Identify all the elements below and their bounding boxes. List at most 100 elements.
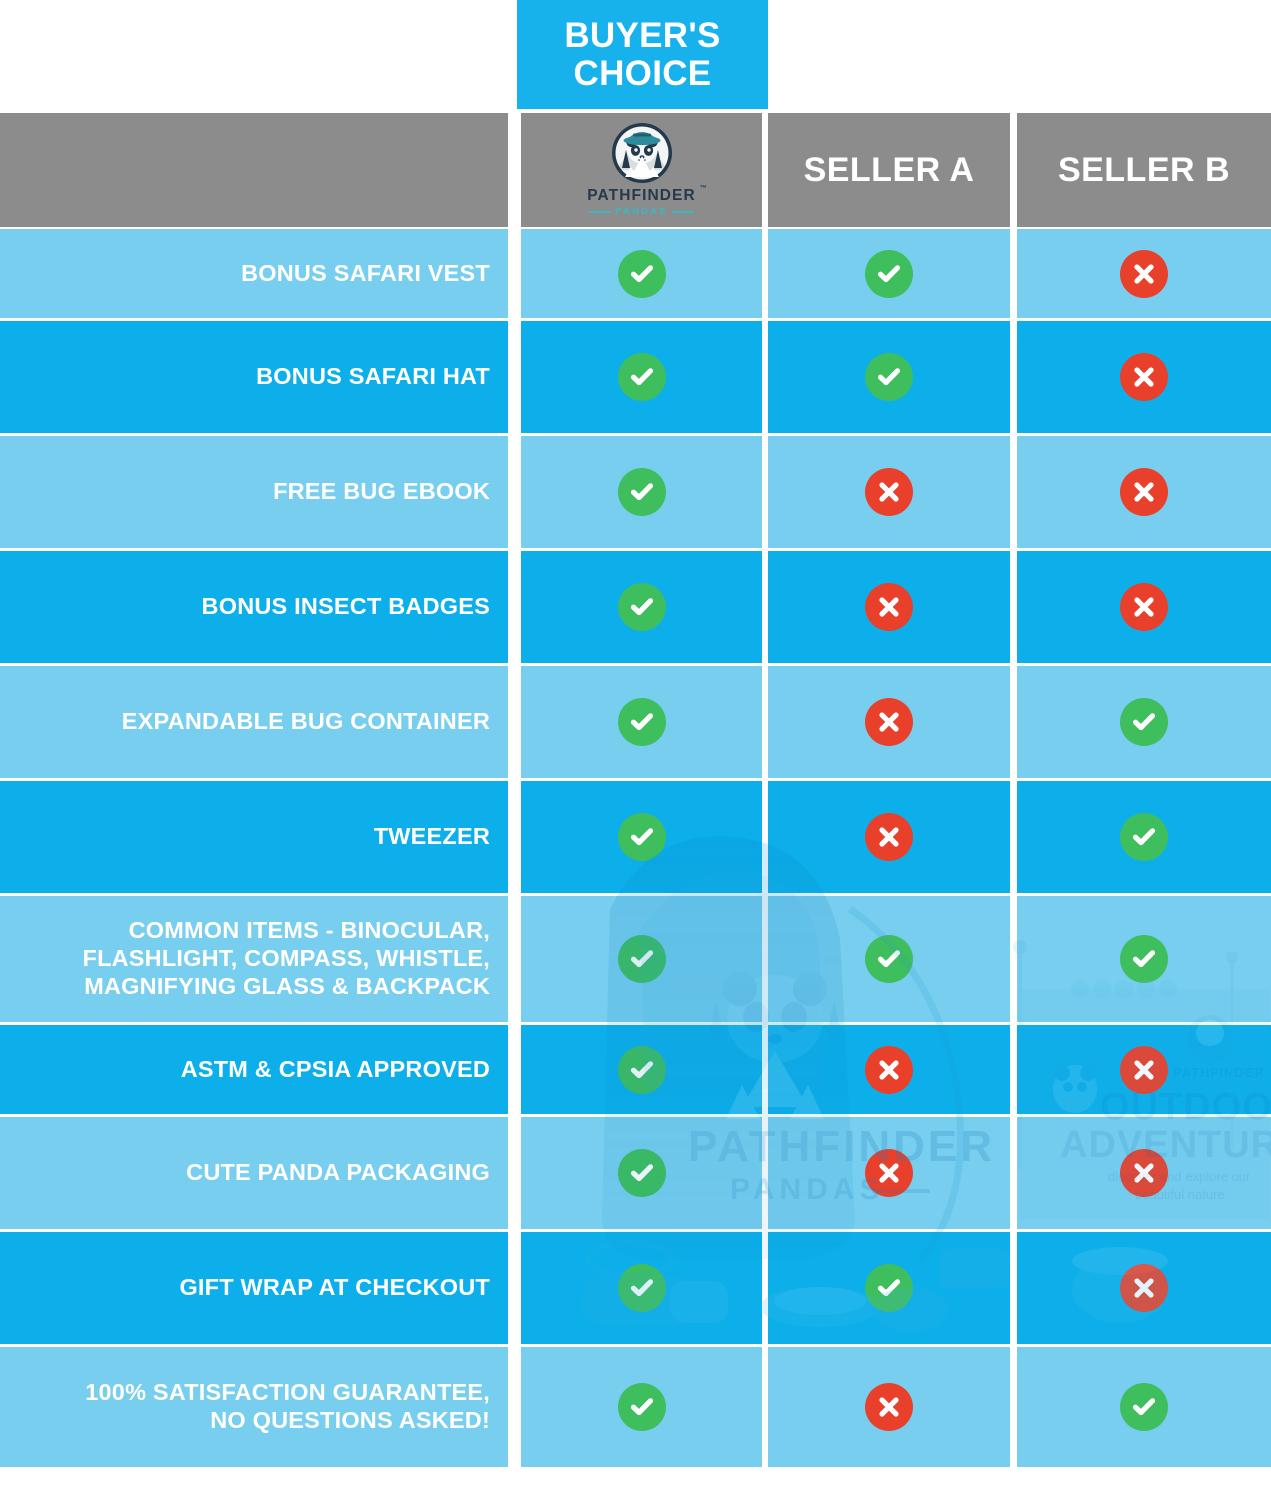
seller-a-label: SELLER A xyxy=(803,150,975,189)
column-gap xyxy=(1010,1025,1017,1114)
column-gap xyxy=(1010,666,1017,778)
feature-label-cell: CUTE PANDA PACKAGING xyxy=(0,1117,508,1229)
brand-status-cell xyxy=(521,1232,762,1344)
seller-b-status-cell xyxy=(1017,1025,1271,1114)
seller-b-status-cell xyxy=(1017,896,1271,1022)
column-gap xyxy=(508,436,521,548)
check-circle-icon xyxy=(1120,813,1168,861)
column-gap xyxy=(508,551,521,663)
feature-label-cell: COMMON ITEMS - BINOCULAR, FLASHLIGHT, CO… xyxy=(0,896,508,1022)
column-gap xyxy=(762,321,768,433)
header-cell-seller-a: SELLER A xyxy=(768,113,1010,227)
seller-a-status-cell xyxy=(768,1232,1010,1344)
check-circle-icon xyxy=(617,468,666,516)
check-circle-icon xyxy=(617,1045,666,1094)
column-gap xyxy=(1010,781,1017,893)
brand-status-cell xyxy=(521,551,762,663)
cross-circle-icon xyxy=(865,698,913,746)
column-gap xyxy=(1010,436,1017,548)
feature-label: 100% SATISFACTION GUARANTEE, NO QUESTION… xyxy=(85,1379,490,1433)
check-circle-icon xyxy=(617,353,666,401)
check-circle-icon xyxy=(617,698,666,746)
check-circle-icon xyxy=(1120,935,1168,983)
panda-badge-icon xyxy=(609,120,675,186)
header-cell-blank xyxy=(0,113,508,227)
feature-label: BONUS INSECT BADGES xyxy=(201,593,490,620)
check-circle-icon xyxy=(617,813,666,861)
feature-label: CUTE PANDA PACKAGING xyxy=(186,1159,490,1186)
column-gap xyxy=(508,1232,521,1344)
feature-label-cell: FREE BUG EBOOK xyxy=(0,436,508,548)
column-gap xyxy=(508,1347,521,1467)
feature-label: FREE BUG EBOOK xyxy=(273,478,490,505)
trademark-symbol: ™ xyxy=(699,184,707,192)
table-row: GIFT WRAP AT CHECKOUT xyxy=(0,1232,1271,1344)
check-circle-icon xyxy=(865,935,913,983)
brand-wordmark-text: PATHFINDER xyxy=(587,186,696,204)
check-circle-icon xyxy=(865,353,913,401)
rule-left-icon xyxy=(589,210,612,213)
cross-circle-icon xyxy=(865,1383,913,1431)
check-circle-icon xyxy=(865,249,913,298)
table-row: BONUS SAFARI HAT xyxy=(0,321,1271,433)
column-gap xyxy=(508,1117,521,1229)
brand-status-cell xyxy=(521,1347,762,1467)
table-row: COMMON ITEMS - BINOCULAR, FLASHLIGHT, CO… xyxy=(0,896,1271,1022)
brand-subtitle-wrap: PANDAS xyxy=(589,207,694,217)
row-divider xyxy=(0,548,1271,551)
cross-circle-icon xyxy=(1120,1045,1168,1094)
seller-b-status-cell xyxy=(1017,436,1271,548)
table-body: PATHFINDER PANDAS PATHFINDER OUTDOOR xyxy=(0,229,1271,1500)
check-circle-icon xyxy=(1120,1383,1168,1431)
seller-b-status-cell xyxy=(1017,781,1271,893)
feature-label: TWEEZER xyxy=(373,823,490,850)
seller-a-status-cell xyxy=(768,896,1010,1022)
brand-status-cell xyxy=(521,1025,762,1114)
brand-status-cell xyxy=(521,896,762,1022)
cross-circle-icon xyxy=(1120,1149,1168,1197)
column-gap xyxy=(1010,321,1017,433)
column-gap xyxy=(1010,1232,1017,1344)
feature-label-cell: TWEEZER xyxy=(0,781,508,893)
brand-logo: PATHFINDER ™ PANDAS xyxy=(587,120,707,217)
column-gap xyxy=(762,229,768,318)
seller-b-label: SELLER B xyxy=(1057,150,1231,189)
check-circle-icon xyxy=(617,1383,666,1431)
column-gap xyxy=(1010,1347,1017,1467)
seller-b-status-cell xyxy=(1017,229,1271,318)
column-gap xyxy=(762,1232,768,1344)
feature-label-cell: EXPANDABLE BUG CONTAINER xyxy=(0,666,508,778)
column-gap xyxy=(508,321,521,433)
check-circle-icon xyxy=(617,249,666,298)
feature-label-cell: BONUS INSECT BADGES xyxy=(0,551,508,663)
seller-a-status-cell xyxy=(768,321,1010,433)
feature-label: EXPANDABLE BUG CONTAINER xyxy=(121,708,490,735)
brand-status-cell xyxy=(521,781,762,893)
table-row: TWEEZER xyxy=(0,781,1271,893)
cross-circle-icon xyxy=(1120,353,1168,401)
column-gap xyxy=(508,1025,521,1114)
seller-b-status-cell xyxy=(1017,321,1271,433)
feature-label: BONUS SAFARI HAT xyxy=(256,363,490,390)
table-rows-container: BONUS SAFARI VEST BONUS SAFARI HAT FREE BU… xyxy=(0,229,1271,1467)
brand-status-cell xyxy=(521,1117,762,1229)
header-cell-seller-b: SELLER B xyxy=(1017,113,1271,227)
brand-wordmark: PATHFINDER ™ xyxy=(587,185,707,204)
table-row: EXPANDABLE BUG CONTAINER xyxy=(0,666,1271,778)
table-row: ASTM & CPSIA APPROVED xyxy=(0,1025,1271,1114)
seller-a-status-cell xyxy=(768,781,1010,893)
header-cell-brand: PATHFINDER ™ PANDAS xyxy=(521,113,762,227)
brand-status-cell xyxy=(521,436,762,548)
check-circle-icon xyxy=(1120,698,1168,746)
column-gap xyxy=(762,436,768,548)
check-circle-icon xyxy=(617,1264,666,1312)
brand-status-cell xyxy=(521,321,762,433)
seller-b-status-cell xyxy=(1017,1347,1271,1467)
cross-circle-icon xyxy=(1120,468,1168,516)
cross-circle-icon xyxy=(1120,583,1168,631)
feature-label-cell: BONUS SAFARI HAT xyxy=(0,321,508,433)
column-gap xyxy=(762,1347,768,1467)
seller-b-status-cell xyxy=(1017,1232,1271,1344)
feature-label-cell: 100% SATISFACTION GUARANTEE, NO QUESTION… xyxy=(0,1347,508,1467)
